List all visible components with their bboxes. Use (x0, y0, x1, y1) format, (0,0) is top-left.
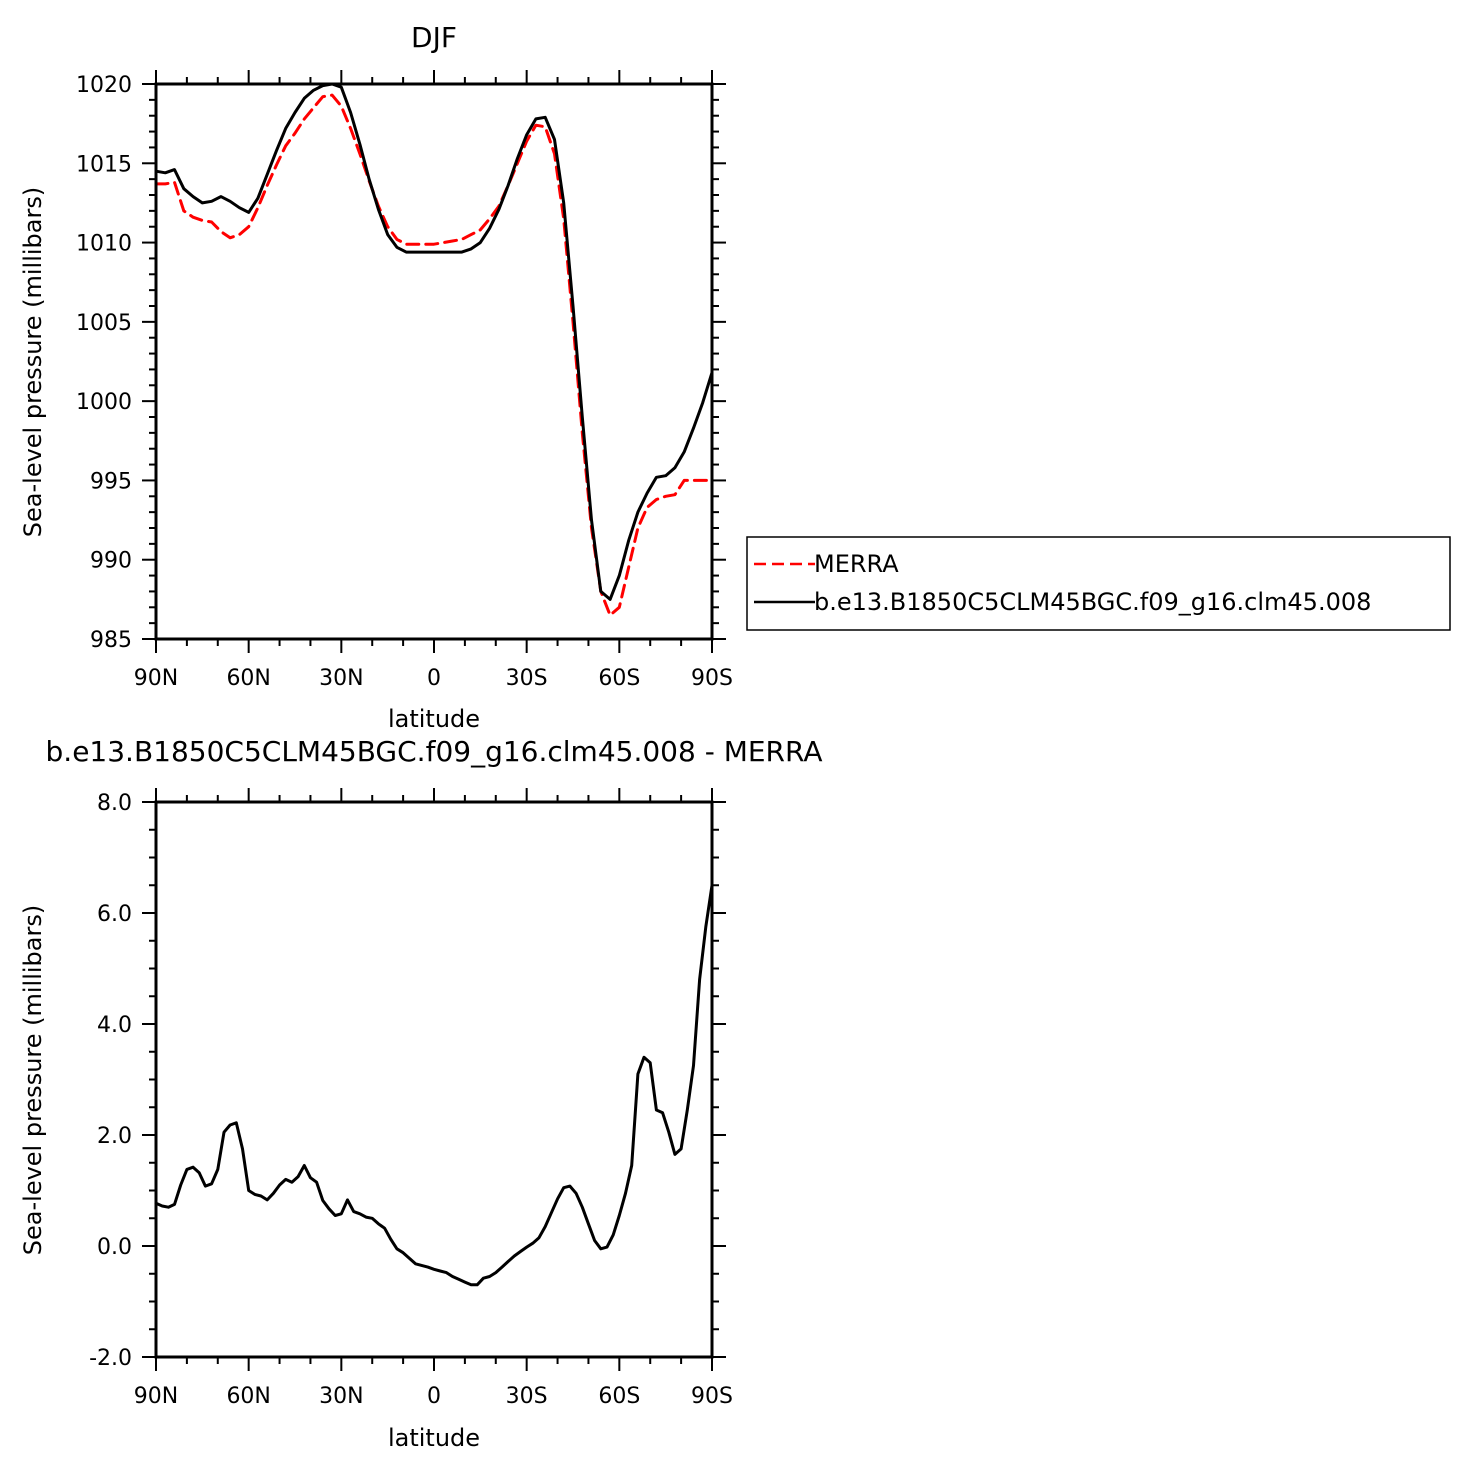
bottom-y-tick-label: 4.0 (97, 1013, 132, 1038)
top-x-tick-label: 0 (427, 666, 441, 691)
bottom-x-tick-label: 60N (226, 1384, 270, 1409)
top-y-tick-label: 1015 (76, 152, 132, 177)
top-series-line-0 (154, 93, 714, 617)
legend-entry-merra: MERRA (754, 550, 899, 578)
bottom-x-tick-label: 30N (319, 1384, 363, 1409)
legend: MERRA b.e13.B1850C5CLM45BGC.f09_g16.clm4… (746, 536, 1451, 631)
bottom-x-axis-label: latitude (388, 1424, 480, 1452)
top-y-tick-labels: 985 990 995 1000 1005 1010 1015 1020 (76, 73, 132, 653)
bottom-series-group (154, 883, 714, 1287)
bottom-x-tick-label: 60S (598, 1384, 640, 1409)
bottom-y-tick-label: -2.0 (89, 1346, 132, 1371)
top-x-tick-labels: 90N 60N 30N 0 30S 60S 90S (134, 666, 733, 691)
top-panel: DJF 90N 60N 30N 0 30S 60S 90S 985 990 995 1000 100… (19, 21, 733, 733)
bottom-y-tick-label: 8.0 (97, 791, 132, 816)
top-x-tick-label: 60N (226, 666, 270, 691)
top-x-tick-label: 60S (598, 666, 640, 691)
top-x-tick-label: 90N (134, 666, 178, 691)
top-x-tick-label: 90S (691, 666, 733, 691)
top-y-axis-label: Sea-level pressure (millibars) (19, 187, 47, 537)
top-x-tick-label: 30S (506, 666, 548, 691)
top-series-line-1 (154, 82, 714, 601)
legend-label-merra: MERRA (814, 550, 899, 578)
bottom-x-tick-label: 0 (427, 1384, 441, 1409)
bottom-y-tick-label: 2.0 (97, 1124, 132, 1149)
bottom-x-tick-label: 90N (134, 1384, 178, 1409)
bottom-y-tick-label: 0.0 (97, 1235, 132, 1260)
bottom-series-line-0 (154, 883, 714, 1287)
bottom-chart-title: b.e13.B1850C5CLM45BGC.f09_g16.clm45.008 … (46, 735, 823, 768)
top-plot-frame (154, 82, 714, 641)
top-y-tick-label: 1005 (76, 311, 132, 336)
bottom-panel: b.e13.B1850C5CLM45BGC.f09_g16.clm45.008 … (19, 735, 822, 1452)
top-chart-title: DJF (411, 21, 457, 54)
bottom-x-tick-label: 30S (506, 1384, 548, 1409)
top-y-tick-label: 995 (90, 469, 132, 494)
legend-label-model: b.e13.B1850C5CLM45BGC.f09_g16.clm45.008 (814, 588, 1371, 616)
bottom-y-tick-label: 6.0 (97, 902, 132, 927)
top-series-group (154, 82, 714, 617)
bottom-x-tick-labels: 90N 60N 30N 0 30S 60S 90S (134, 1384, 733, 1409)
top-y-tick-label: 1000 (76, 390, 132, 415)
top-ticks (142, 70, 726, 653)
legend-entry-model: b.e13.B1850C5CLM45BGC.f09_g16.clm45.008 (754, 588, 1371, 616)
bottom-y-tick-labels: -2.0 0.0 2.0 4.0 6.0 8.0 (89, 791, 132, 1371)
bottom-y-axis-label: Sea-level pressure (millibars) (19, 905, 47, 1255)
top-x-tick-label: 30N (319, 666, 363, 691)
top-y-tick-label: 1010 (76, 232, 132, 257)
top-y-tick-label: 1020 (76, 73, 132, 98)
bottom-plot-frame (154, 800, 714, 1359)
bottom-x-tick-label: 90S (691, 1384, 733, 1409)
top-y-tick-label: 985 (90, 628, 132, 653)
top-x-axis-label: latitude (388, 705, 480, 733)
legend-box (746, 536, 1451, 631)
bottom-ticks (142, 788, 726, 1371)
top-y-tick-label: 990 (90, 549, 132, 574)
